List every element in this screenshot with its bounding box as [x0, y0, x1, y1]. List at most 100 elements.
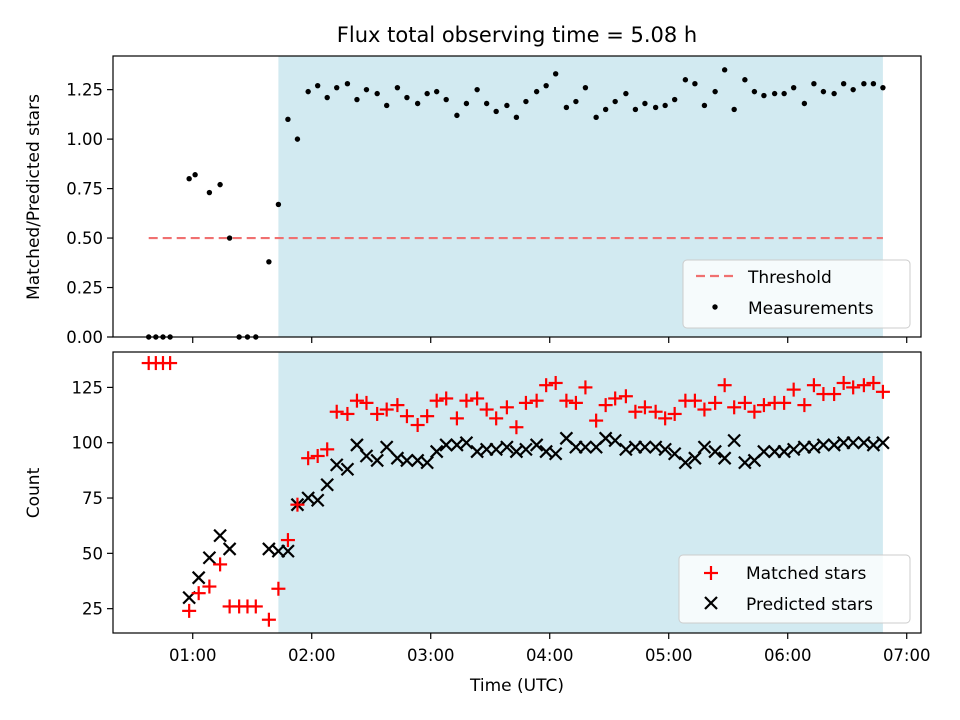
matched-star-point	[163, 356, 178, 371]
measurement-point	[266, 259, 272, 265]
legend-measurements-label: Measurements	[748, 299, 874, 319]
matched-star-point	[568, 395, 583, 410]
predicted-star-point	[678, 455, 693, 470]
measurement-point	[742, 77, 748, 83]
measurement-point	[731, 106, 737, 113]
x-tick-label: 07:00	[883, 646, 931, 665]
matched-star-point	[280, 533, 295, 548]
matched-star-point	[717, 378, 732, 393]
matched-star-point	[697, 402, 712, 417]
matched-star-point	[658, 411, 673, 426]
measurement-point	[443, 96, 449, 103]
measurement-point	[701, 102, 708, 109]
matched-star-point	[320, 442, 335, 457]
measurement-point	[712, 88, 718, 95]
matched-star-point	[329, 404, 344, 419]
matched-star-point	[359, 395, 374, 410]
predicted-star-point	[658, 442, 672, 457]
matched-star-point	[529, 393, 544, 408]
measurement-point	[226, 235, 233, 241]
measurement-point	[513, 114, 520, 121]
x-tick-label: 05:00	[645, 646, 693, 665]
y-tick-label: 1.25	[66, 81, 103, 100]
predicted-star-point	[717, 451, 732, 465]
matched-star-point	[509, 420, 524, 435]
measurement-point	[186, 175, 192, 182]
x-axis-label: Time (UTC)	[469, 676, 564, 696]
measurement-point	[294, 136, 301, 142]
legend-predicted-label: Predicted stars	[746, 595, 873, 615]
matched-star-point	[756, 398, 771, 413]
matched-star-point	[271, 581, 286, 596]
measurement-point	[285, 116, 291, 123]
measurement-point	[474, 86, 480, 93]
measurement-point	[324, 94, 330, 101]
measurement-point	[493, 108, 499, 115]
matched-star-point	[479, 402, 494, 417]
matched-star-point	[410, 418, 425, 433]
matched-star-point	[310, 448, 325, 463]
top-y-axis-label: Matched/Predicted stars	[24, 94, 44, 300]
predicted-star-point	[638, 440, 652, 454]
predicted-star-point	[667, 447, 682, 461]
predicted-star-point	[757, 444, 771, 459]
measurement-point	[463, 100, 470, 107]
matched-star-point	[727, 400, 742, 415]
predicted-star-point	[786, 442, 801, 457]
y-tick-label: 125	[72, 378, 104, 397]
predicted-star-point	[340, 462, 355, 477]
matched-star-point	[846, 380, 861, 395]
matched-star-point	[737, 395, 752, 410]
y-tick-label: 50	[82, 544, 103, 563]
bottom-panel: 25 50 75 100 125 01:00 02:00 03:00 04:00 05:00 06…	[24, 351, 931, 696]
measurement-point	[721, 67, 728, 73]
matched-star-point	[598, 398, 613, 413]
y-tick-label: 1.00	[66, 130, 103, 149]
y-tick-label: 0.25	[66, 279, 103, 298]
matched-star-point	[379, 402, 394, 417]
measurement-point	[305, 88, 311, 95]
matched-star-point	[349, 393, 364, 408]
predicted-star-point	[697, 440, 712, 454]
matched-star-point	[618, 389, 633, 404]
measurement-point	[374, 90, 380, 97]
measurement-point	[394, 84, 401, 91]
predicted-star-point	[727, 433, 741, 448]
measurement-point	[771, 90, 778, 97]
top-panel: 0.00 0.25 0.50 0.75 1.00 1.25 Matched/Predict…	[24, 55, 922, 347]
measurement-point	[623, 90, 629, 97]
measurement-point	[504, 102, 510, 109]
measurement-point	[543, 82, 549, 89]
y-tick-label: 0.00	[66, 328, 103, 347]
measurement-point	[424, 90, 430, 97]
measurement-point	[850, 86, 856, 93]
measurement-point	[483, 100, 490, 107]
predicted-star-point	[320, 477, 334, 492]
x-tick-label: 04:00	[526, 646, 574, 665]
matched-star-point	[202, 579, 217, 594]
predicted-star-point	[519, 442, 533, 457]
measurement-point	[840, 81, 847, 87]
measurement-point	[363, 86, 370, 93]
matched-star-point	[747, 404, 762, 419]
predicted-star-point	[500, 440, 514, 454]
predicted-star-point	[548, 447, 563, 461]
predicted-star-point	[191, 570, 206, 585]
matched-star-point	[301, 451, 316, 466]
matched-star-point	[499, 400, 514, 415]
y-tick-label: 75	[82, 489, 103, 508]
measurement-point	[383, 102, 390, 109]
matched-star-point	[806, 378, 821, 393]
x-tick-label: 03:00	[407, 646, 455, 665]
legend-matched-swatch	[704, 566, 718, 580]
legend-measurements-swatch	[712, 304, 718, 310]
measurement-point	[414, 100, 421, 107]
matched-star-point	[866, 375, 881, 390]
measurement-point	[652, 104, 659, 111]
measurement-point	[206, 189, 213, 196]
bottom-y-axis-label: Count	[24, 467, 44, 518]
measurement-point	[692, 81, 698, 87]
predicted-star-point	[310, 493, 325, 508]
measurement-point	[217, 181, 223, 188]
